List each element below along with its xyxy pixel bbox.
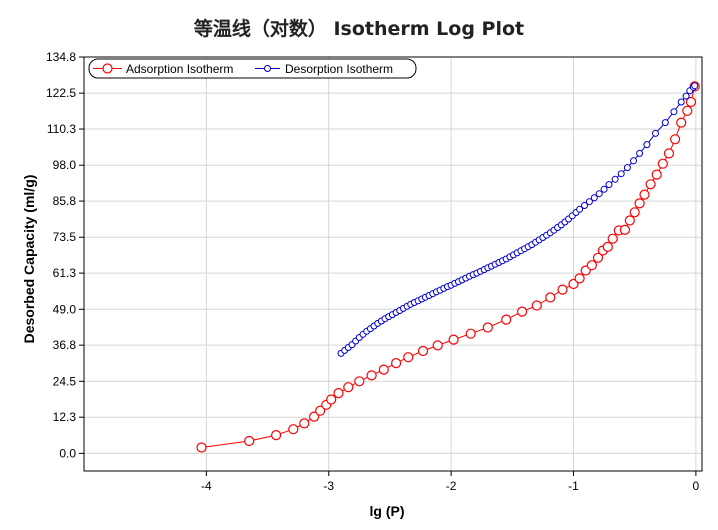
- data-point-desorption: [630, 157, 637, 165]
- data-point-adsorption: [391, 358, 402, 369]
- data-point-adsorption: [465, 328, 476, 339]
- series-adsorption: [196, 81, 700, 453]
- data-point-adsorption: [669, 134, 681, 145]
- legend[interactable]: Adsorption Isotherm Desorption Isotherm: [88, 58, 417, 79]
- plot-area-frame: [83, 56, 703, 472]
- data-point-adsorption: [602, 241, 613, 252]
- data-point-desorption: [636, 149, 644, 157]
- y-axis: 0.0 12.3 24.5 36.8 49.0 61.3 73.5 85.8 98.0 110.3…: [46, 50, 84, 460]
- data-point-adsorption: [685, 96, 697, 108]
- data-point-desorption: [611, 175, 619, 183]
- data-point-adsorption: [629, 207, 640, 218]
- data-point-adsorption: [682, 105, 693, 116]
- data-point-adsorption: [531, 300, 542, 311]
- data-point-adsorption: [432, 340, 443, 351]
- data-point-adsorption: [545, 292, 556, 303]
- data-point-adsorption: [343, 382, 354, 393]
- data-point-desorption: [590, 194, 598, 202]
- data-point-adsorption: [607, 233, 618, 244]
- x-tick-label: -3: [323, 479, 334, 493]
- y-tick-label: 122.5: [46, 86, 76, 100]
- data-point-desorption: [581, 202, 588, 209]
- data-point-adsorption: [299, 418, 310, 429]
- data-point-adsorption: [619, 224, 631, 235]
- data-point-desorption: [661, 119, 669, 127]
- legend-desorption-marker: [264, 65, 271, 72]
- series-desorption: [337, 82, 699, 357]
- legend-desorption-label: Desorption Isotherm: [285, 62, 393, 76]
- data-point-adsorption: [288, 424, 299, 435]
- data-point-adsorption: [501, 314, 512, 325]
- data-point-desorption: [670, 108, 678, 116]
- x-tick-label: -1: [568, 479, 579, 493]
- y-tick-label: 12.3: [53, 410, 77, 424]
- data-point-adsorption: [315, 405, 326, 416]
- x-tick-label: 0: [693, 479, 700, 493]
- data-point-adsorption: [271, 430, 282, 441]
- data-point-adsorption: [651, 169, 662, 180]
- data-point-adsorption: [417, 345, 429, 357]
- data-point-desorption: [677, 98, 685, 106]
- data-point-adsorption: [634, 198, 645, 209]
- data-point-adsorption: [378, 364, 389, 375]
- y-tick-label: 110.3: [47, 122, 76, 136]
- data-point-desorption: [600, 185, 608, 193]
- y-axis-title: Desorbed Capacity (ml/g): [21, 175, 37, 344]
- legend-adsorption-label: Adsorption Isotherm: [126, 62, 233, 76]
- data-point-desorption: [623, 164, 631, 172]
- x-tick-label: -2: [446, 479, 457, 493]
- y-tick-label: 134.8: [46, 50, 76, 64]
- data-point-adsorption: [309, 411, 320, 422]
- data-point-adsorption: [448, 334, 459, 345]
- legend-adsorption-marker: [102, 63, 113, 74]
- data-point-adsorption: [624, 215, 635, 226]
- y-tick-label: 98.0: [53, 158, 77, 172]
- data-point-desorption: [617, 170, 625, 178]
- data-point-desorption: [643, 141, 651, 149]
- y-tick-label: 85.8: [53, 194, 77, 208]
- series-layer: [196, 81, 700, 453]
- data-point-adsorption: [326, 394, 337, 405]
- data-point-adsorption: [663, 148, 675, 159]
- data-point-adsorption: [645, 179, 656, 190]
- data-point-adsorption: [354, 376, 365, 387]
- data-point-desorption: [691, 82, 699, 90]
- data-point-desorption: [576, 205, 584, 213]
- data-point-adsorption: [196, 442, 207, 453]
- data-point-adsorption: [403, 352, 414, 363]
- chart-title: 等温线（对数） Isotherm Log Plot: [193, 18, 525, 40]
- data-point-desorption: [595, 190, 603, 198]
- data-point-adsorption: [333, 388, 344, 399]
- x-tick-label: -4: [201, 479, 212, 493]
- data-point-adsorption: [557, 284, 568, 295]
- data-point-desorption: [682, 92, 690, 100]
- grid-lines: [84, 56, 702, 471]
- y-tick-label: 49.0: [53, 302, 77, 316]
- data-point-adsorption: [676, 117, 687, 128]
- data-point-desorption: [605, 181, 613, 189]
- x-axis: -4 -3 -2 -1 0: [201, 471, 700, 493]
- y-tick-label: 0.0: [59, 446, 76, 460]
- data-point-adsorption: [574, 273, 585, 284]
- x-axis-title: lg (P): [370, 503, 405, 519]
- data-point-adsorption: [568, 278, 579, 290]
- data-point-desorption: [652, 129, 659, 137]
- data-point-adsorption: [586, 260, 598, 271]
- data-point-adsorption: [516, 306, 528, 317]
- data-point-adsorption: [366, 370, 377, 381]
- y-tick-label: 73.5: [53, 230, 77, 244]
- y-tick-label: 61.3: [53, 266, 77, 280]
- data-point-adsorption: [482, 322, 493, 333]
- y-tick-label: 24.5: [53, 374, 77, 388]
- series-line-adsorption: [201, 86, 696, 448]
- data-point-adsorption: [657, 158, 668, 169]
- data-point-adsorption: [592, 252, 604, 263]
- data-point-adsorption: [639, 189, 650, 200]
- legend-box: [88, 58, 417, 79]
- data-point-adsorption: [244, 435, 255, 447]
- data-point-desorption: [585, 198, 593, 206]
- y-tick-label: 36.8: [53, 338, 77, 352]
